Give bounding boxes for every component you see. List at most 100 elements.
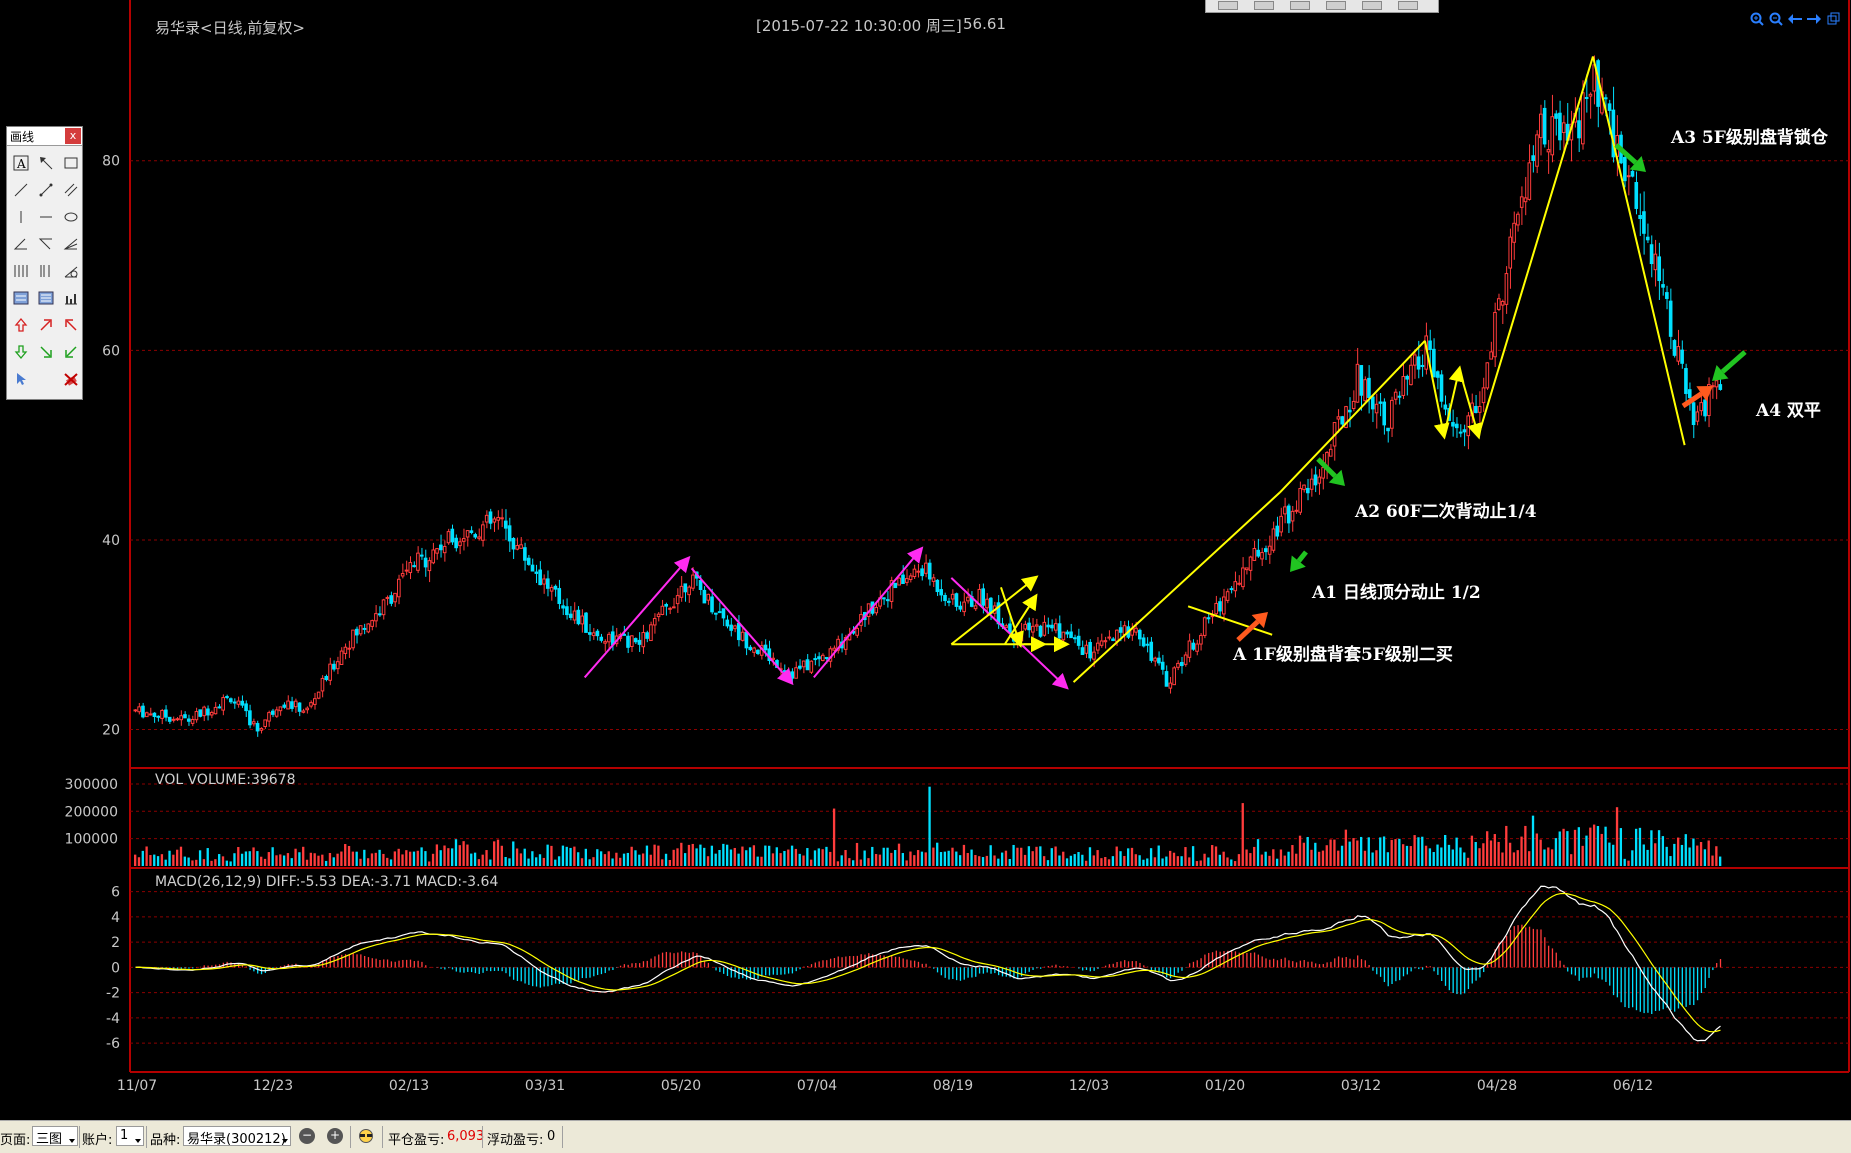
- candle-body: [1516, 213, 1520, 226]
- candle-body: [1206, 617, 1211, 620]
- yellow-trend-line: [950, 575, 1039, 646]
- select-cursor-icon[interactable]: [8, 365, 33, 392]
- rectangle-tool-icon[interactable]: [58, 149, 83, 176]
- delete-drawings-icon[interactable]: [58, 365, 83, 392]
- candle-body: [904, 578, 909, 583]
- volume-bar: [279, 854, 282, 866]
- top-toolbar-button[interactable]: [1326, 1, 1346, 10]
- candle-body: [1233, 581, 1238, 592]
- candle-body: [198, 709, 203, 717]
- empty-tool-slot: [33, 365, 58, 392]
- down-right-arrow-icon[interactable]: [33, 338, 58, 365]
- sunglasses-icon[interactable]: [357, 1129, 375, 1147]
- candle-body: [503, 520, 508, 529]
- remove-circle-icon[interactable]: −: [299, 1128, 315, 1144]
- volume-bar: [1684, 834, 1687, 866]
- candle-body: [1634, 182, 1639, 209]
- volume-bar: [920, 851, 924, 866]
- candle-body: [461, 538, 466, 542]
- drawing-toolbox-header[interactable]: 画线 x: [7, 127, 82, 146]
- candle-body: [1638, 215, 1642, 220]
- volume-bar: [1665, 846, 1668, 866]
- restore-icon[interactable]: [1825, 11, 1841, 27]
- cycle-lines-icon[interactable]: [8, 257, 33, 284]
- volume-bar: [1669, 856, 1672, 866]
- volume-bar: [557, 856, 561, 866]
- top-toolbar-button[interactable]: [1398, 1, 1418, 10]
- page-select-value: 三图: [36, 1132, 63, 1147]
- top-toolbar-button[interactable]: [1362, 1, 1382, 10]
- scroll-left-icon[interactable]: [1787, 11, 1803, 27]
- volume-bar: [1004, 850, 1008, 866]
- fibonacci-retrace-icon[interactable]: [8, 284, 33, 311]
- add-circle-icon[interactable]: +: [327, 1128, 343, 1144]
- candle-body: [1088, 641, 1092, 659]
- candle-body: [530, 564, 535, 572]
- volume-bar: [366, 858, 370, 866]
- down-left-arrow-icon[interactable]: [58, 338, 83, 365]
- volume-bar: [1058, 855, 1061, 866]
- chevron-down-icon: [69, 1133, 75, 1148]
- candle-body: [1603, 97, 1608, 100]
- angle-tool-icon[interactable]: [8, 230, 33, 257]
- pointer-arrow-icon[interactable]: [33, 149, 58, 176]
- zoom-out-icon[interactable]: [1768, 11, 1784, 27]
- gann-fan-icon[interactable]: [58, 257, 83, 284]
- up-right-arrow-icon[interactable]: [33, 311, 58, 338]
- kline-chart-svg[interactable]: 204060801000002000003000006420-2-4-611/0…: [0, 0, 1851, 1120]
- candle-body: [1397, 395, 1402, 398]
- candle-body: [481, 524, 485, 541]
- parallel-lines-icon[interactable]: [58, 176, 83, 203]
- candle-body: [603, 641, 607, 644]
- volume-bar: [408, 851, 412, 866]
- top-toolbar-button[interactable]: [1290, 1, 1310, 10]
- candle-body: [1707, 384, 1711, 417]
- top-toolbar-button[interactable]: [1218, 1, 1238, 10]
- volume-bar: [374, 852, 377, 866]
- fan-tool-icon[interactable]: [58, 230, 83, 257]
- close-icon[interactable]: x: [65, 128, 81, 144]
- segment-tool-icon[interactable]: [33, 176, 58, 203]
- volume-bar: [1654, 843, 1657, 866]
- volume-bar: [1638, 827, 1642, 866]
- candle-body: [1581, 92, 1585, 145]
- date-tick-label: 05/20: [661, 1078, 701, 1094]
- up-left-arrow-icon[interactable]: [58, 311, 83, 338]
- volume-bar: [890, 852, 893, 866]
- angle-down-tool-icon[interactable]: [33, 230, 58, 257]
- volume-bar: [909, 851, 912, 866]
- volume-bar: [836, 861, 840, 866]
- candle-body: [1485, 362, 1490, 389]
- page-select[interactable]: 三图: [32, 1126, 78, 1148]
- top-toolbar-button[interactable]: [1254, 1, 1274, 10]
- volume-bar: [424, 851, 427, 866]
- line-tool-icon[interactable]: [8, 176, 33, 203]
- text-tool-icon[interactable]: A: [8, 149, 33, 176]
- volume-bar: [943, 851, 947, 866]
- volume-bar: [1451, 849, 1454, 866]
- volume-bar: [1348, 841, 1351, 866]
- candle-body: [1405, 375, 1409, 380]
- volume-bar: [1256, 839, 1260, 866]
- bar-stats-icon[interactable]: [58, 284, 83, 311]
- account-select[interactable]: 1: [116, 1126, 144, 1146]
- up-arrow-icon[interactable]: [8, 311, 33, 338]
- ellipse-tool-icon[interactable]: [58, 203, 83, 230]
- volume-bar: [951, 847, 954, 866]
- green-arrow-a1: [1296, 550, 1308, 563]
- candle-body: [698, 580, 703, 591]
- candle-body: [805, 659, 810, 671]
- fibonacci-time-icon[interactable]: [33, 257, 58, 284]
- scroll-right-icon[interactable]: [1806, 11, 1822, 27]
- vertical-line-icon[interactable]: [8, 203, 33, 230]
- candle-body: [1229, 588, 1234, 591]
- percent-lines-icon[interactable]: [33, 284, 58, 311]
- zoom-in-icon[interactable]: [1749, 11, 1765, 27]
- kline-chart-area[interactable]: 20 40 60 80 100000 200000 300000 6 4 2 0 -2 -4 -6 11/0…: [0, 0, 1851, 1120]
- volume-bar: [1191, 846, 1195, 866]
- product-select[interactable]: 易华录(300212): [183, 1126, 291, 1147]
- volume-bar: [619, 857, 622, 866]
- down-arrow-icon[interactable]: [8, 338, 33, 365]
- horizontal-line-icon[interactable]: [33, 203, 58, 230]
- candle-body: [1038, 625, 1043, 637]
